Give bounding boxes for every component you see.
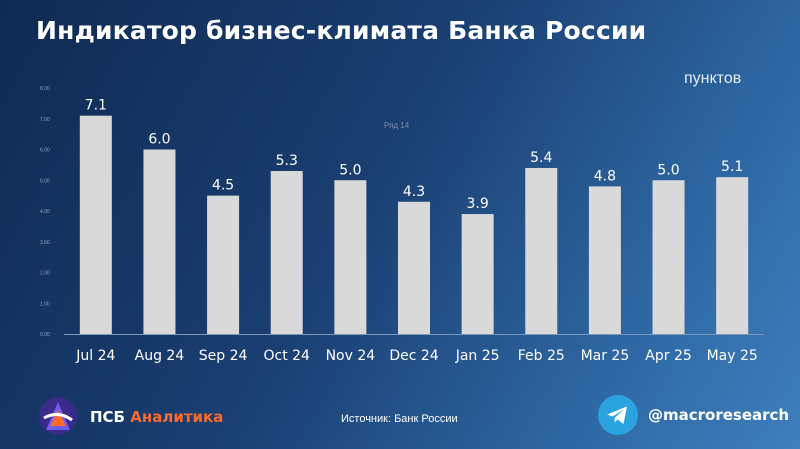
x-tick-label: Mar 25 [581, 348, 630, 364]
bar [716, 177, 749, 334]
data-label: 5.0 [657, 162, 679, 178]
x-tick-label: Dec 24 [389, 348, 438, 364]
brand-analitika: Аналитика [130, 408, 224, 426]
bar [461, 214, 494, 334]
data-label: 7.1 [85, 98, 107, 114]
data-label: 4.3 [403, 184, 425, 200]
y-tick-label: 2.00 [40, 271, 50, 277]
y-tick-label: 6.00 [40, 148, 50, 154]
bar [143, 149, 176, 334]
bar [398, 201, 430, 334]
y-tick-label: 8.00 [40, 86, 50, 92]
bar [334, 180, 367, 334]
brand-name: ПСБ Аналитика [90, 408, 223, 426]
y-tick-label: 5.00 [40, 178, 50, 184]
y-tick-label: 0.00 [40, 332, 50, 338]
y-tick-label: 3.00 [40, 240, 50, 246]
bar [207, 195, 240, 334]
bar [525, 167, 558, 334]
data-label: 4.8 [594, 168, 616, 184]
faint-annotation: Ряд 14 [384, 121, 410, 130]
x-tick-label: Oct 24 [263, 348, 310, 364]
y-tick-label: 1.00 [40, 301, 50, 307]
data-label: 5.4 [530, 150, 552, 166]
bar [270, 171, 303, 334]
x-tick-label: Aug 24 [135, 348, 185, 364]
units-label: пунктов [684, 70, 742, 87]
x-tick-label: Jul 24 [75, 348, 115, 364]
data-label: 5.3 [276, 153, 298, 169]
y-tick-label: 7.00 [40, 117, 50, 123]
bar [588, 186, 621, 334]
x-tick-label: Feb 25 [518, 348, 565, 364]
x-tick-label: May 25 [707, 348, 758, 364]
data-label: 5.0 [339, 162, 361, 178]
bar [79, 115, 112, 334]
data-label: 3.9 [467, 196, 489, 212]
x-tick-label: Nov 24 [326, 348, 376, 364]
data-label: 6.0 [148, 132, 170, 148]
psb-analytics-logo-icon [39, 397, 77, 435]
data-label: 5.1 [721, 159, 743, 175]
source-note: Источник: Банк России [341, 413, 458, 425]
x-tick-label: Apr 25 [645, 348, 691, 364]
bar [652, 180, 685, 334]
telegram-handle[interactable]: @macroresearch [648, 406, 790, 424]
x-tick-label: Sep 24 [199, 348, 248, 364]
data-label: 4.5 [212, 178, 234, 194]
chart-title: Индикатор бизнес-климата Банка России [36, 16, 647, 45]
brand-psb: ПСБ [90, 408, 125, 426]
y-tick-label: 4.00 [40, 209, 50, 215]
x-tick-label: Jan 25 [455, 348, 500, 364]
telegram-icon[interactable] [598, 395, 638, 435]
